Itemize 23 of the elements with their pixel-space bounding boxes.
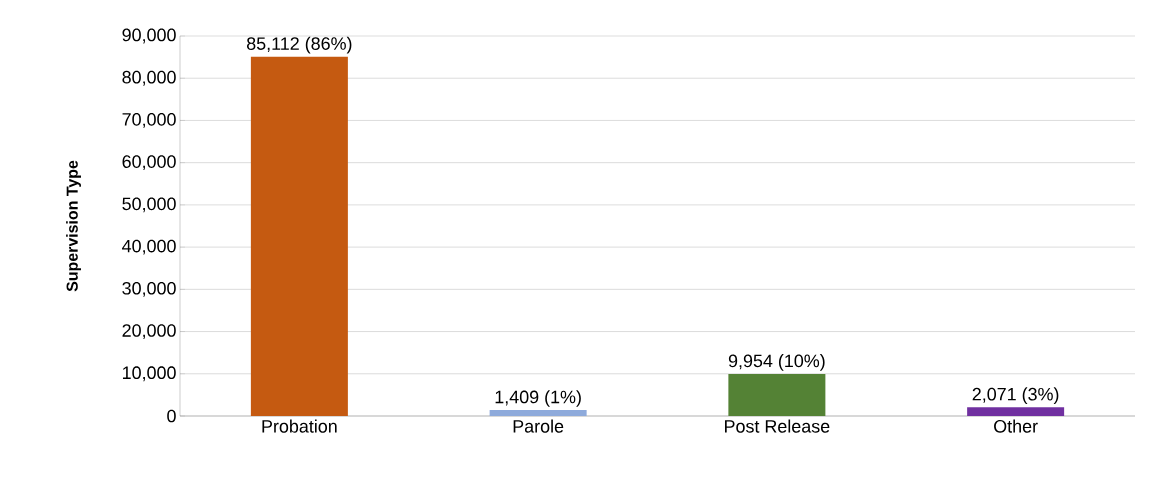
y-tick-label: 50,000 [122,197,176,213]
y-tick-label: 70,000 [122,113,176,128]
data-label: 9,954 (10%) [728,354,825,371]
x-tick-label: Post Release [725,419,830,433]
y-tick-label: 80,000 [122,70,176,86]
data-label: 85,112 (86%) [246,36,352,54]
bar [728,373,826,416]
x-tick-label: Other [994,419,1038,433]
data-label: 2,071 (3%) [972,387,1059,405]
bar [250,56,348,416]
x-tick-label: Probation [262,419,337,433]
y-tick-label: 40,000 [122,239,176,255]
y-tick-label: 60,000 [122,155,176,171]
bar [489,410,587,416]
data-label: 1,409 (1%) [495,390,581,407]
y-tick-label: 10,000 [122,366,176,382]
y-tick-label: 30,000 [122,281,176,297]
x-tick-label: Parole [513,419,564,433]
bar [967,407,1065,416]
y-axis-title: Supervision Type [66,160,81,292]
y-tick-label: 20,000 [122,324,176,339]
y-tick-label: 0 [167,409,176,423]
y-tick-label: 90,000 [122,28,176,44]
